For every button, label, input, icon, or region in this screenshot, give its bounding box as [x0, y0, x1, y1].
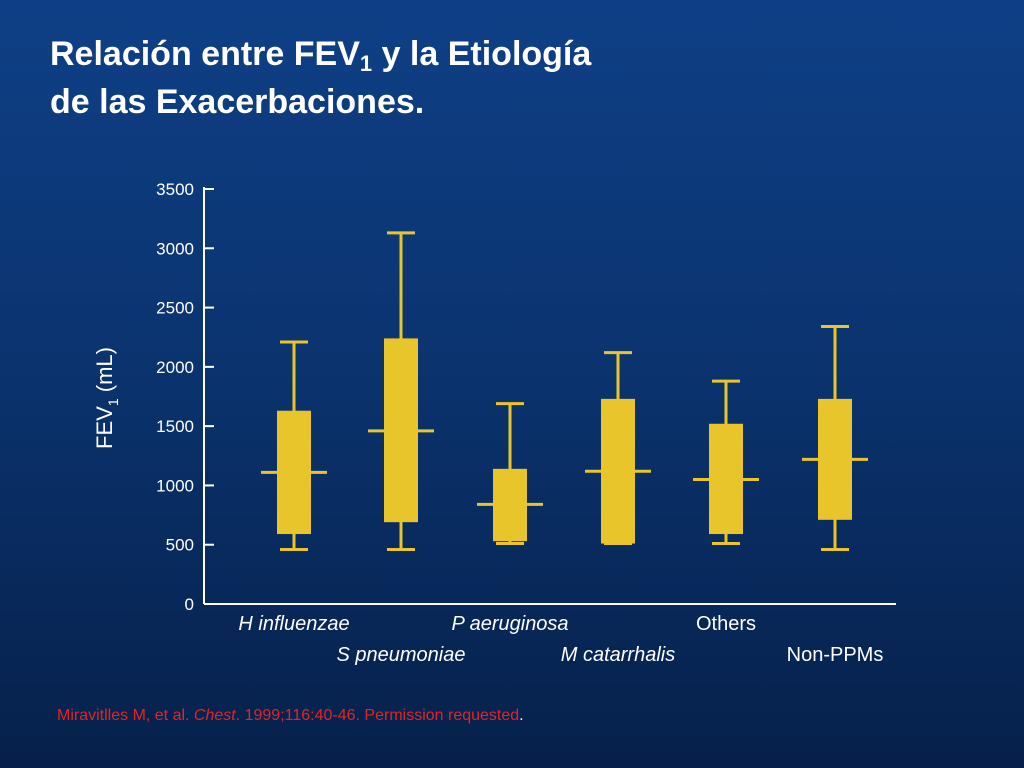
- y-tick-label: 0: [185, 595, 194, 614]
- x-category-label: S pneumoniae: [337, 644, 466, 666]
- citation-journal: Chest: [193, 707, 236, 724]
- citation: Miravitlles M, et al. Chest. 1999;116:40…: [57, 707, 524, 725]
- y-tick-label: 2000: [156, 358, 194, 377]
- slide-title: Relación entre FEV1 y la Etiología de las…: [50, 30, 591, 126]
- svg-text:FEV1 (mL): FEV1 (mL): [92, 347, 121, 449]
- y-axis-label-main: FEV: [92, 406, 117, 449]
- y-axis-label: FEV1 (mL): [92, 347, 121, 449]
- y-tick-label: 2500: [156, 299, 194, 318]
- y-tick-label: 3000: [156, 239, 194, 258]
- title-line2: de las Exacerbaciones.: [50, 83, 425, 121]
- y-tick-label: 1000: [156, 476, 194, 495]
- y-axis-label-sub: 1: [105, 398, 121, 406]
- x-category-label: Others: [696, 613, 756, 635]
- x-category-label: P aeruginosa: [451, 613, 568, 635]
- x-category-label: H influenzae: [238, 613, 349, 635]
- title-line1-suffix: y la Etiología: [372, 35, 592, 73]
- y-axis-label-unit: (mL): [92, 347, 117, 398]
- y-tick-label: 3500: [156, 180, 194, 199]
- x-category-label: M catarrhalis: [561, 644, 675, 666]
- x-category-label: Non-PPMs: [787, 644, 884, 666]
- title-subscript: 1: [359, 51, 373, 76]
- y-tick-label: 500: [166, 536, 194, 555]
- citation-end: .: [519, 707, 524, 724]
- citation-authors: Miravitlles M, et al.: [57, 707, 194, 724]
- box-plot-chart: FEV1 (mL) 0 500 1000 1500 2000 2500 3000 3500 H …: [92, 180, 884, 666]
- title-line1-prefix: Relación entre FEV: [50, 35, 360, 73]
- citation-details: . 1999;116:40-46. Permission requested: [235, 707, 520, 724]
- y-tick-label: 1500: [156, 417, 194, 436]
